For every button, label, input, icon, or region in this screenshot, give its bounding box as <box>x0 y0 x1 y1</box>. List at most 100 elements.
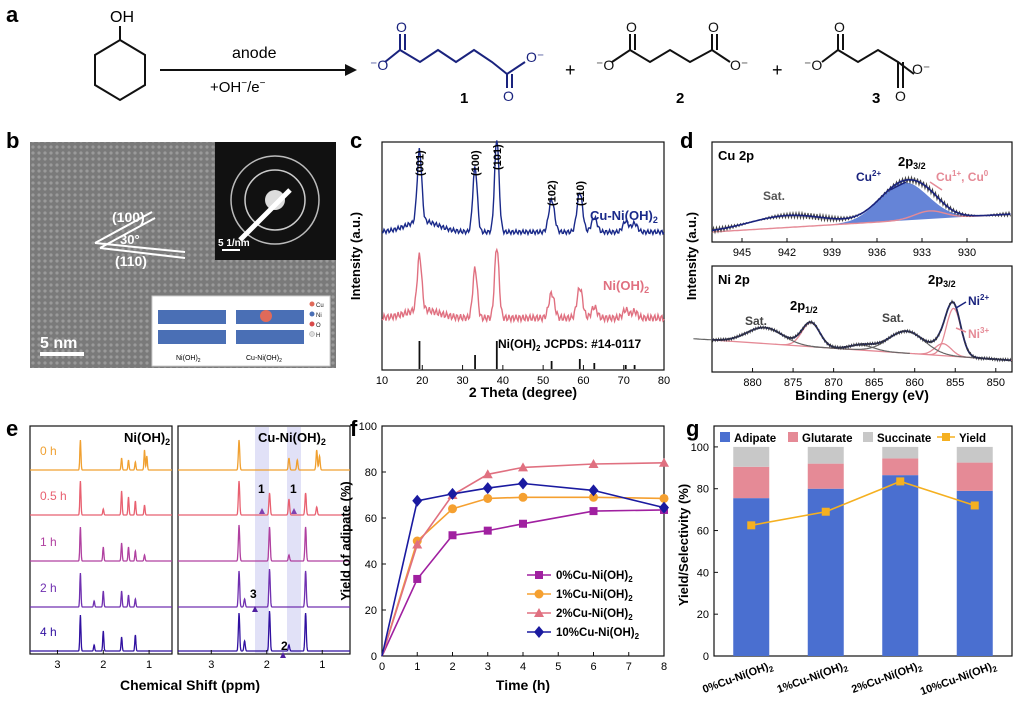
nmr-right-spectrum <box>178 610 350 652</box>
nmr-xlabel: Chemical Shift (ppm) <box>120 677 260 693</box>
ni2p-sat1-label: Sat. <box>745 314 767 328</box>
svg-text:Cu: Cu <box>316 303 324 309</box>
panel-d-letter: d <box>680 128 693 153</box>
yield-plot-frame <box>381 425 665 657</box>
nmr-marker-1a: 1 <box>258 482 265 496</box>
svg-text:2p3/2: 2p3/2 <box>928 272 956 289</box>
svg-text:O⁻: O⁻ <box>730 57 748 73</box>
selectivity-x-tick-label: 0%Cu-Ni(OH)2 <box>701 659 775 696</box>
yield-legend-label: 0%Cu-Ni(OH)2 <box>556 570 633 584</box>
svg-text:O: O <box>316 323 321 329</box>
xrd-series-mid-label: Ni(OH) <box>603 278 644 293</box>
nmr-left-x-tick-label: 2 <box>100 659 106 671</box>
yield-y-tick-label: 60 <box>365 513 377 525</box>
cu2p-x-tick-label: 945 <box>733 247 751 259</box>
ni2p-x-ticks: 880 875 870 865 860 855 850 <box>743 368 1005 389</box>
cu2p-x-ticks: 945 942 939 936 933 930 <box>733 238 976 259</box>
svg-text:Ni(OH)2 JCPDS: #14-0117: Ni(OH)2 JCPDS: #14-0117 <box>498 337 642 353</box>
plus-sign-2: + <box>772 60 783 80</box>
nmr-right-x-tick-label: 2 <box>264 659 270 671</box>
nmr-time-label: 0.5 h <box>40 489 67 503</box>
svg-text:Cu-Ni(OH)2: Cu-Ni(OH)2 <box>590 208 658 225</box>
yield-marker <box>448 504 457 514</box>
nmr-marker-3: 3 <box>250 587 257 601</box>
panel-c: c Intensity (a.u.) 2 Theta (degree) 10 20… <box>348 128 670 400</box>
selectivity-bar-adipate <box>882 475 919 656</box>
yield-x-tick-label: 2 <box>449 661 455 673</box>
xrd-x-tick-label: 10 <box>376 375 388 387</box>
xrd-xlabel: 2 Theta (degree) <box>469 384 577 400</box>
ni2p-x-tick-label: 865 <box>865 377 883 389</box>
nmr-x-ticks: 3 2 1 3 2 1 <box>54 650 325 671</box>
yield-x-tick-label: 4 <box>520 661 526 673</box>
ni2p-x-tick-label: 880 <box>743 377 761 389</box>
yield-legend-label: 1%Cu-Ni(OH)2 <box>556 589 633 603</box>
nmr-left-x-tick-label: 3 <box>54 659 60 671</box>
selectivity-legend-swatch <box>863 432 873 442</box>
yield-legend-label: 10%Cu-Ni(OH)2 <box>556 627 640 641</box>
reaction-arrow-head <box>345 64 357 76</box>
svg-text:Cu2+: Cu2+ <box>856 169 881 184</box>
nmr-time-label: 1 h <box>40 535 57 549</box>
xrd-series-top-label: Cu-Ni(OH) <box>590 208 653 223</box>
panel-d: d Intensity (a.u.) Cu 2p 945 942 939 936 933… <box>680 128 1013 403</box>
selectivity-legend-marker <box>942 433 950 441</box>
ni2p-ni3-label: Ni <box>968 327 980 341</box>
selectivity-legend: Adipate Glutarate Succinate Yield <box>720 432 986 445</box>
svg-text:Ni(OH)2: Ni(OH)2 <box>603 278 649 295</box>
svg-text:Ni(OH)2: Ni(OH)2 <box>124 430 170 447</box>
nmr-spectra <box>30 439 350 652</box>
yield-y-tick-label: 20 <box>365 605 377 617</box>
xrd-line-ni-oh2 <box>381 247 665 324</box>
xrd-line-cu-ni-oh2 <box>381 140 665 237</box>
svg-text:Cu-Ni(OH)2: Cu-Ni(OH)2 <box>258 430 326 447</box>
yield-marker <box>413 574 422 583</box>
glutarate-structure <box>611 34 731 64</box>
nmr-right-spectrum <box>178 524 350 562</box>
lattice-110-label: (110) <box>115 253 147 269</box>
yield-y-tick-label: 80 <box>365 467 377 479</box>
nmr-right-spectrum <box>178 480 350 516</box>
product-3-number: 3 <box>872 90 880 107</box>
yield-marker <box>588 458 599 468</box>
arrow-bottom-pre: +OH <box>210 79 241 96</box>
selectivity-legend-swatch <box>788 432 798 442</box>
model-right-label: Cu-Ni(OH) <box>246 355 279 362</box>
selectivity-ylabel: Yield/Selectivity (%) <box>676 484 691 606</box>
yield-ylabel: Yield of adipate (%) <box>338 481 353 600</box>
yield-marker <box>535 571 543 579</box>
plus-sign-1: + <box>565 60 576 80</box>
ni2p-envelope <box>712 301 1012 362</box>
nmr-time-labels: 0 h 0.5 h 1 h 2 h 4 h <box>40 444 67 639</box>
svg-text:2p3/2: 2p3/2 <box>898 154 926 171</box>
yield-marker <box>482 469 493 479</box>
svg-text:2p1/2: 2p1/2 <box>790 298 818 315</box>
selectivity-legend-label: Glutarate <box>802 433 853 445</box>
yield-marker <box>659 493 669 503</box>
cu-dopant-site <box>260 310 272 322</box>
nmr-marker-2: 2 <box>281 639 288 653</box>
selectivity-bar-adipate <box>956 490 993 656</box>
selectivity-y-tick-label: 80 <box>697 484 709 496</box>
selectivity-yield-marker <box>821 507 830 516</box>
nmr-highlight-band-2 <box>287 427 301 653</box>
selectivity-bar-glutarate <box>733 466 770 499</box>
yield-x-tick-label: 0 <box>379 661 385 673</box>
cu2p-peak-label: 2p <box>898 154 913 169</box>
yield-series <box>381 457 669 657</box>
nmr-right-spectrum <box>178 439 350 471</box>
scale-bar-label: 5 nm <box>40 335 77 352</box>
selectivity-legend-label: Succinate <box>877 433 931 445</box>
xrd-peak-labels: (001) (100) (101) (102) (110) <box>414 144 586 206</box>
ni2p-plot-frame <box>711 265 1013 373</box>
svg-text:O: O <box>503 88 514 104</box>
cu2p-x-tick-label: 930 <box>958 247 976 259</box>
nmr-marker-1b: 1 <box>290 482 297 496</box>
xrd-peak-label: (100) <box>470 150 482 176</box>
xrd-x-tick-label: 70 <box>618 375 630 387</box>
yield-y-tick-label: 100 <box>359 421 377 433</box>
nmr-right-x-tick-label: 1 <box>319 659 325 671</box>
yield-marker <box>588 484 599 497</box>
yield-marker <box>519 519 527 528</box>
